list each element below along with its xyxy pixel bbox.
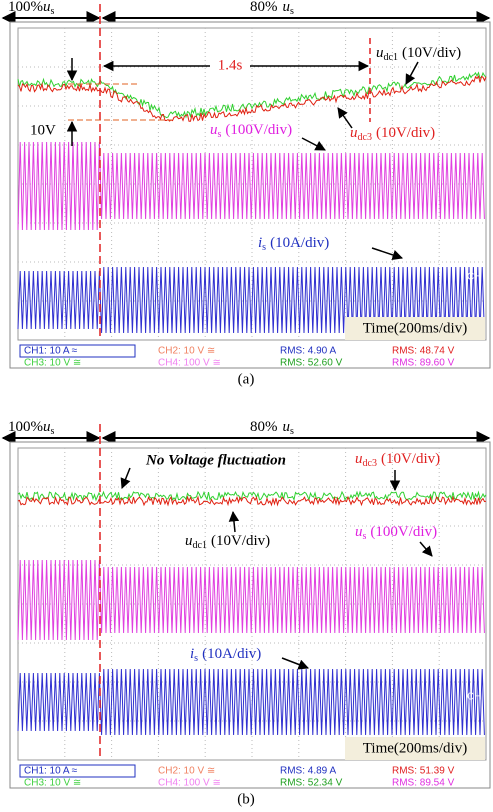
signal-symbol: u	[376, 45, 384, 61]
status-text: CH1: 10 A ≈	[24, 346, 78, 357]
header-right: 80% us	[250, 419, 294, 437]
status-text: CH3: 10 V ≅	[24, 358, 81, 369]
signal-scale: (10A/div)	[270, 235, 329, 251]
header-sub: s	[51, 426, 55, 437]
interval-label: 1.4s	[218, 57, 243, 73]
header-sub: s	[290, 6, 294, 17]
signal-subscript: dc1	[384, 52, 398, 63]
status-text: RMS: 51.39 V	[392, 766, 455, 777]
channel-marker: CH	[467, 272, 481, 283]
status-text: RMS: 48.74 V	[392, 346, 455, 357]
status-text: CH2: 10 V ≅	[158, 346, 215, 357]
signal-symbol: u	[210, 122, 218, 138]
status-text: CH2: 10 V ≅	[158, 766, 215, 777]
status-text: RMS: 52.34 V	[280, 778, 343, 789]
time-label: Time(200ms/div)	[363, 320, 467, 336]
header-var: u	[283, 419, 291, 435]
status-text: RMS: 4.89 A	[280, 766, 336, 777]
status-text: CH3: 10 V ≅	[24, 778, 81, 789]
signal-scale: (10A/div)	[202, 646, 261, 662]
header-var: u	[283, 0, 291, 15]
status-text: RMS: 89.54 V	[392, 778, 455, 789]
signal-subscript: s	[262, 242, 266, 253]
signal-symbol: u	[355, 524, 363, 540]
status-text: RMS: 89.60 V	[392, 358, 455, 369]
signal-symbol: u	[185, 533, 193, 549]
header-right: 80% us	[250, 0, 294, 17]
header-pct: 100%	[8, 0, 43, 15]
signal-scale: (10V/div)	[376, 125, 435, 141]
signal-subscript: s	[194, 653, 198, 664]
signal-scale: (100V/div)	[225, 122, 292, 138]
status-text: CH4: 100 V ≅	[158, 778, 221, 789]
signal-subscript: dc1	[193, 540, 207, 551]
note: No Voltage fluctuation	[145, 452, 286, 468]
signal-scale: (10V/div)	[381, 451, 440, 467]
status-text: CH4: 100 V ≅	[158, 358, 221, 369]
step-label: 10V	[30, 122, 56, 138]
header-sub: s	[51, 6, 55, 17]
signal-subscript: dc3	[358, 132, 372, 143]
time-label: Time(200ms/div)	[363, 740, 467, 756]
header-var: u	[43, 0, 51, 15]
status-text: RMS: 52.60 V	[280, 358, 343, 369]
header-sub: s	[290, 426, 294, 437]
header-left: 100%us	[8, 0, 55, 17]
signal-scale: (10V/div)	[402, 45, 461, 61]
page: {"panels": [ {"header": {"left_pct": "10…	[0, 0, 493, 812]
caption: (a)	[238, 371, 255, 387]
header-var: u	[43, 419, 51, 435]
header-left: 100%us	[8, 419, 55, 437]
channel-marker: CH	[467, 692, 481, 703]
signal-symbol: u	[355, 451, 363, 467]
header-pct: 100%	[8, 419, 43, 435]
status-text: RMS: 4.90 A	[280, 346, 336, 357]
signal-subscript: s	[363, 531, 367, 542]
header-pct: 80%	[250, 0, 278, 15]
caption: (b)	[237, 791, 255, 807]
signal-scale: (10V/div)	[211, 533, 270, 549]
header-pct: 80%	[250, 419, 278, 435]
figure: 100%us80%usudc1(10V/div)udc3(10V/div)us(…	[0, 0, 493, 812]
status-text: CH1: 10 A ≈	[24, 766, 78, 777]
signal-scale: (100V/div)	[370, 524, 437, 540]
signal-subscript: s	[218, 129, 222, 140]
signal-subscript: dc3	[363, 458, 377, 469]
